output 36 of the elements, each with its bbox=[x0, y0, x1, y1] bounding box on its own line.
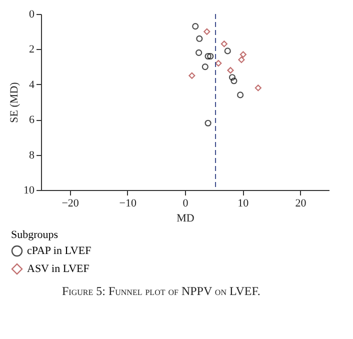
point bbox=[192, 23, 199, 30]
point bbox=[207, 52, 214, 60]
point bbox=[202, 64, 208, 70]
point bbox=[230, 78, 238, 84]
y-axis-title: SE (MD) bbox=[8, 82, 20, 123]
point bbox=[228, 74, 236, 81]
x-tick-label: 0 bbox=[182, 198, 189, 210]
y-tick-label: 6 bbox=[29, 114, 35, 126]
legend-title: Subgroups bbox=[11, 229, 58, 241]
point bbox=[237, 92, 244, 98]
x-tick-label: −20 bbox=[62, 198, 80, 210]
point bbox=[254, 84, 262, 92]
point bbox=[196, 35, 203, 42]
point bbox=[238, 56, 245, 64]
y-tick-label: 2 bbox=[29, 44, 34, 56]
y-tick-label: 8 bbox=[29, 149, 35, 162]
x-tick-label: 10 bbox=[238, 198, 250, 210]
point bbox=[204, 120, 212, 126]
x-tick-label: −10 bbox=[119, 198, 137, 210]
point bbox=[240, 51, 246, 58]
y-tick-label: 0 bbox=[29, 8, 35, 20]
point bbox=[204, 28, 210, 35]
x-axis-title: MD bbox=[176, 212, 194, 224]
y-tick-label: 4 bbox=[29, 78, 35, 91]
point bbox=[220, 40, 228, 48]
y-tick-label: 10 bbox=[24, 184, 35, 196]
caption: Figure 5: Funnel plot of NPPV on LVEF. bbox=[62, 284, 262, 299]
point bbox=[204, 52, 212, 60]
point bbox=[215, 60, 222, 67]
point bbox=[196, 49, 202, 56]
legend-label: ASV in LVEF bbox=[27, 263, 90, 275]
x-tick-label: 20 bbox=[295, 198, 307, 210]
point bbox=[227, 67, 234, 74]
point bbox=[188, 72, 196, 79]
legend-label: cPAP in LVEF bbox=[27, 245, 92, 257]
point bbox=[224, 48, 231, 54]
